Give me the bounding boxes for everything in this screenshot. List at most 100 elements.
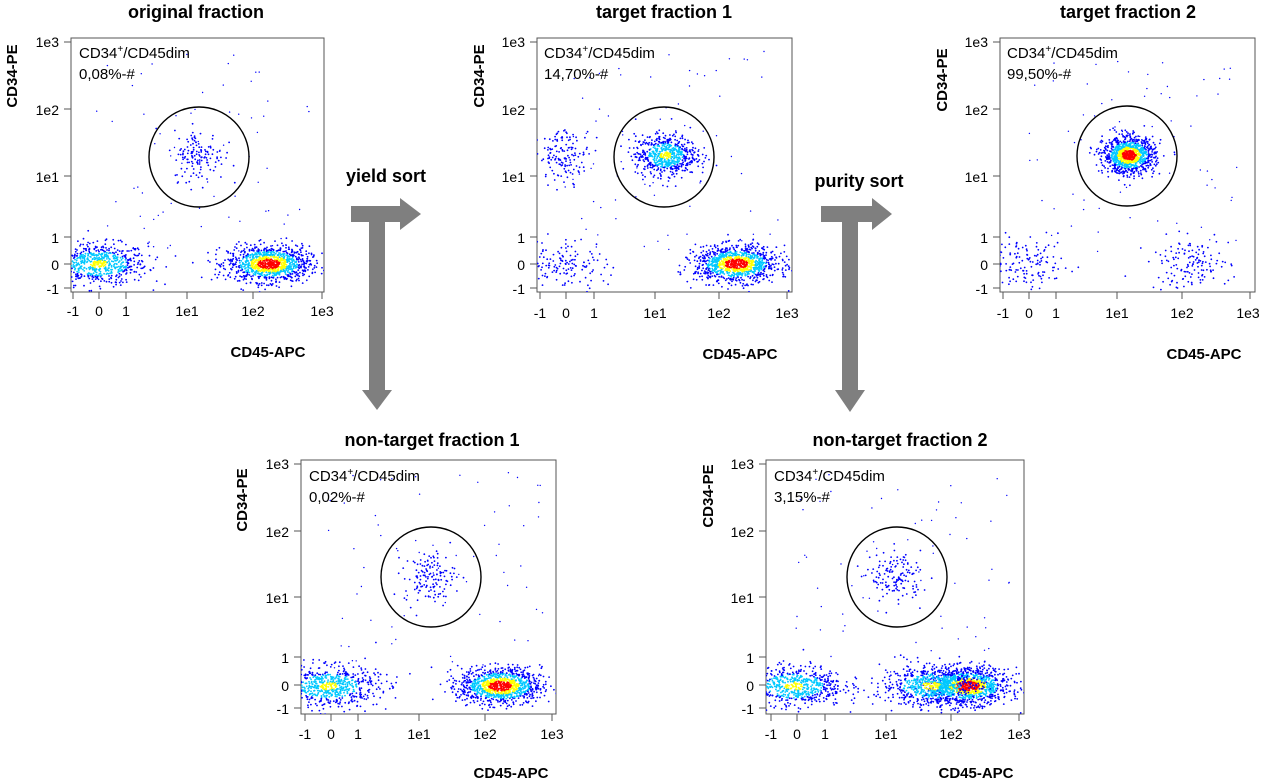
event-dot [565, 247, 567, 249]
event-dot [74, 250, 77, 253]
event-dot [120, 278, 123, 280]
event-dot [105, 269, 108, 271]
event-dot [1157, 161, 1160, 164]
event-dot [1145, 137, 1148, 140]
event-dot [216, 151, 219, 153]
event-dot [1137, 152, 1140, 155]
event-dot [592, 163, 595, 165]
event-dot [97, 278, 100, 281]
event-dot [1141, 158, 1143, 161]
event-dot [277, 257, 279, 260]
event-dot [683, 149, 686, 152]
event-dot [691, 148, 693, 151]
event-dot [615, 218, 617, 220]
event-dot [665, 148, 668, 151]
event-dot [1118, 179, 1120, 182]
event-dot [118, 272, 121, 275]
event-dot [238, 250, 240, 252]
event-dot [122, 261, 124, 264]
event-dot [673, 148, 675, 150]
event-dot [719, 253, 722, 256]
event-dot [133, 253, 136, 256]
event-dot [702, 166, 704, 169]
event-dot [676, 139, 679, 142]
event-dot [1162, 155, 1165, 157]
event-dot [77, 274, 80, 277]
event-dot [265, 277, 268, 280]
event-dot [1121, 166, 1123, 169]
event-dot [751, 259, 754, 261]
event-dot [270, 276, 273, 279]
event-dot [64, 274, 66, 276]
event-dot [79, 252, 82, 255]
event-dot [761, 259, 764, 262]
event-dot [115, 283, 117, 286]
event-dot [701, 171, 704, 174]
y-axis: 1e3 1e2 1e1 1 0 -1 [502, 34, 537, 297]
event-dot [258, 251, 261, 253]
event-dot [77, 256, 80, 259]
event-dot [135, 271, 138, 273]
event-dot [736, 253, 739, 256]
event-dot [275, 264, 277, 267]
event-dot [299, 266, 301, 268]
event-dot [103, 272, 105, 275]
event-dot [668, 146, 670, 149]
event-dot [287, 214, 289, 216]
event-dot [648, 141, 651, 144]
event-dot [646, 157, 648, 160]
event-dot [1128, 163, 1131, 166]
event-dot [681, 137, 684, 140]
event-dot [110, 268, 112, 271]
event-dot [761, 261, 764, 264]
event-dot [677, 142, 679, 145]
event-dot [1115, 154, 1118, 156]
event-dot [548, 157, 551, 160]
event-dot [117, 271, 119, 274]
event-dot [784, 269, 787, 271]
event-dot [254, 273, 257, 275]
event-dot [245, 254, 248, 257]
event-dot [752, 233, 755, 235]
event-dot [80, 251, 83, 254]
event-dot [750, 266, 753, 269]
event-dot [757, 273, 759, 276]
event-dot [1159, 138, 1162, 141]
event-dot [100, 274, 103, 277]
event-dot [57, 252, 59, 254]
event-dot [561, 164, 564, 166]
event-dot [82, 243, 85, 246]
event-dot [242, 256, 245, 259]
event-dot [86, 260, 89, 263]
event-dot [56, 250, 58, 252]
event-dot [762, 245, 765, 248]
event-dot [115, 278, 118, 281]
event-dot [94, 245, 97, 248]
event-dot [577, 155, 580, 158]
event-dot [1115, 131, 1118, 133]
event-dot [661, 157, 664, 160]
event-dot [697, 155, 700, 157]
event-dot [106, 225, 109, 227]
event-dot [703, 259, 705, 262]
event-dot [703, 270, 706, 272]
event-dot [164, 283, 166, 286]
event-dot [184, 171, 186, 173]
event-dot [578, 171, 580, 174]
event-dot [683, 156, 686, 158]
event-dot [712, 269, 715, 272]
event-dot [591, 256, 594, 259]
event-dot [663, 145, 666, 148]
event-dot [682, 145, 685, 148]
event-dot [691, 160, 693, 163]
event-dot [1154, 143, 1156, 146]
event-dot [177, 181, 180, 183]
event-dot [703, 255, 706, 258]
event-dot [566, 136, 568, 139]
event-dot [104, 266, 107, 269]
event-dot [725, 262, 728, 264]
event-dot [214, 268, 217, 271]
event-dot [308, 252, 310, 255]
event-dot [264, 288, 266, 291]
event-dot [787, 265, 790, 268]
